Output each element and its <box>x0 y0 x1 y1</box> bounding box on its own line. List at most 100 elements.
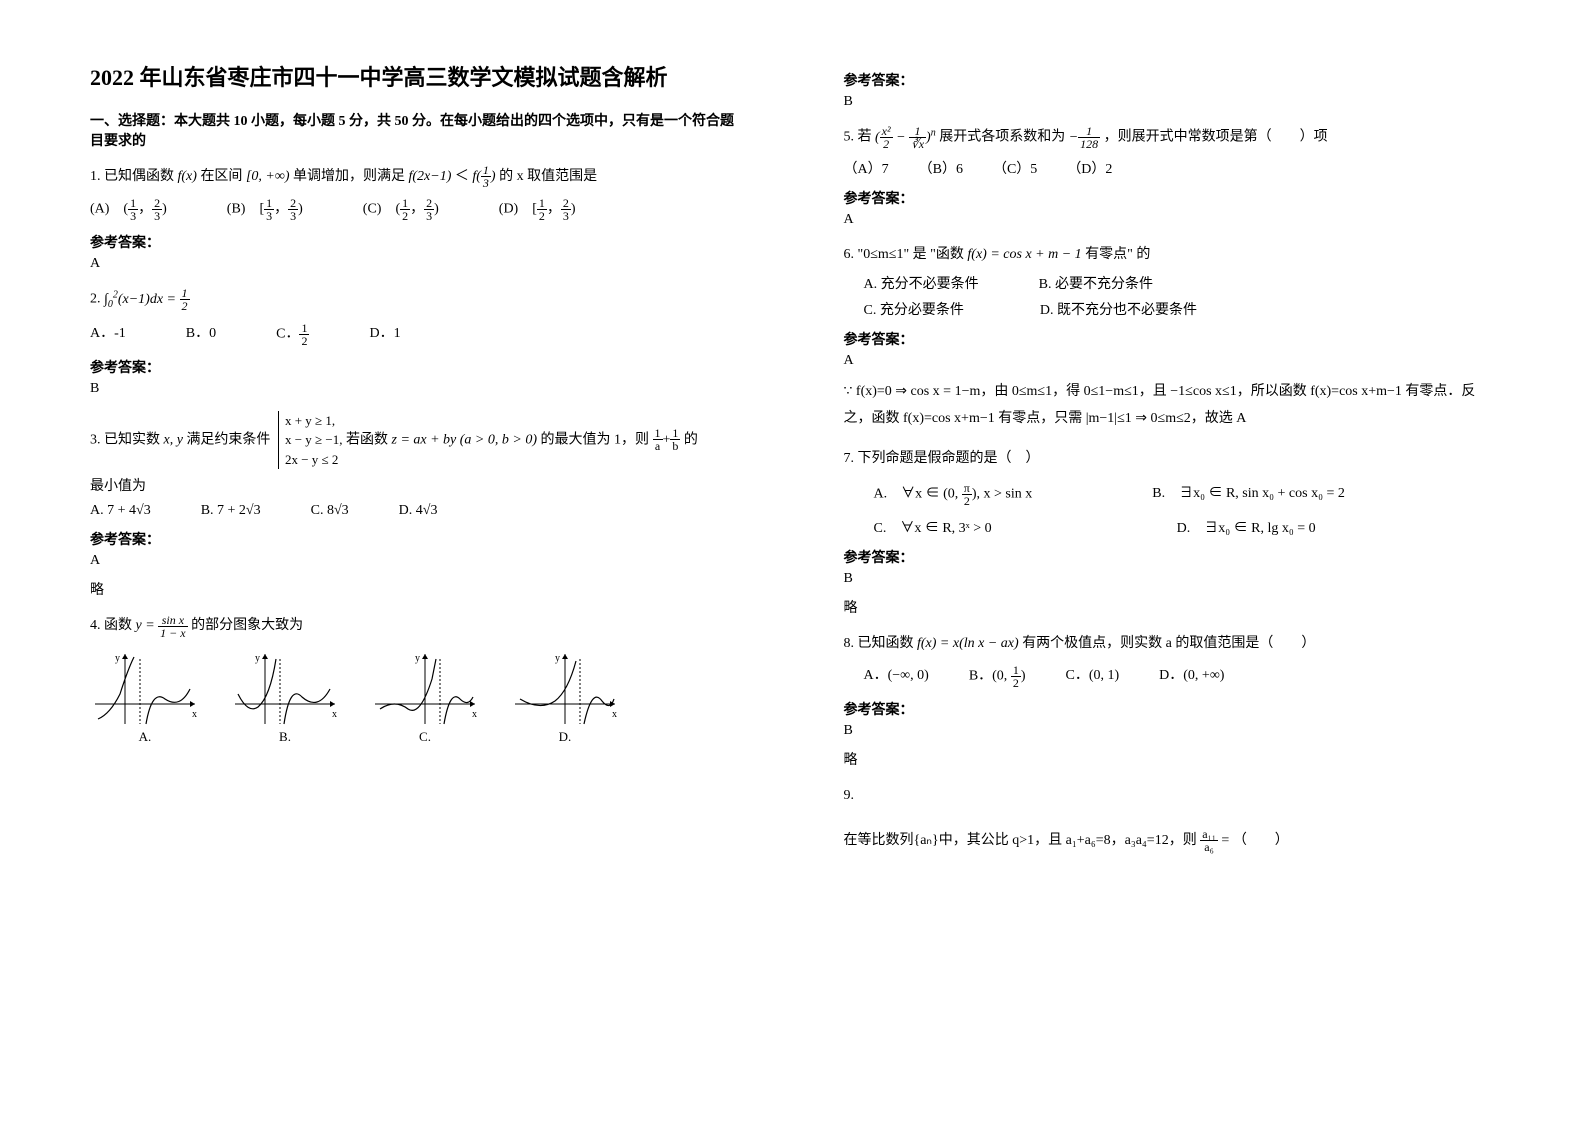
q3-optB: B. 7 + 2√3 <box>201 503 261 519</box>
q2-optA: A．-1 <box>90 322 126 347</box>
q3-options: A. 7 + 4√3 B. 7 + 2√3 C. 8√3 D. 4√3 <box>90 503 744 519</box>
svg-text:x: x <box>612 709 617 720</box>
q3-mid: 满足约束条件 <box>186 432 270 447</box>
q3-xy: x, y <box>164 432 183 447</box>
q5-post: ，则展开式中常数项是第（ ）项 <box>1104 130 1328 145</box>
q3-line2: 最小值为 <box>90 475 744 495</box>
q3-optD: D. 4√3 <box>399 503 438 519</box>
q6-optD: D. 既不充分也不必要条件 <box>1040 299 1197 319</box>
q3-optC: C. 8√3 <box>311 503 349 519</box>
svg-text:x: x <box>192 709 197 720</box>
q3-zfunc: z = ax + by (a > 0, b > 0) <box>392 432 538 447</box>
question-8: 8. 已知函数 f(x) = x(ln x − ax) 有两个极值点，则实数 a… <box>844 631 1498 656</box>
q3-ans: A <box>90 553 744 569</box>
q6-optA: A. 充分不必要条件 <box>864 273 979 293</box>
q7-note: 略 <box>844 597 1498 617</box>
q8-post: 有两个极值点，则实数 a 的取值范围是（ ） <box>1022 636 1315 651</box>
q3-optA: A. 7 + 4√3 <box>90 503 151 519</box>
q2-ans: B <box>90 381 744 397</box>
q2-text: 2. <box>90 292 101 307</box>
q8-ans-label: 参考答案： <box>844 699 1498 719</box>
q4-ans-label: 参考答案： <box>844 70 1498 90</box>
q1-interval: [0, +∞) <box>246 169 290 184</box>
q3-ans-label: 参考答案： <box>90 529 744 549</box>
q3-pre: 3. 已知实数 <box>90 432 160 447</box>
question-2: 2. ∫02(x−1)dx = 12 <box>90 286 744 313</box>
q4-pre: 4. 函数 <box>90 618 132 633</box>
q2-optC: C．12 <box>276 322 309 347</box>
q6-expl: ∵ f(x)=0 ⇒ cos x = 1−m，由 0≤m≤1，得 0≤1−m≤1… <box>844 379 1498 432</box>
q1-end: 的 x 取值范围是 <box>499 169 597 184</box>
q5-ans-label: 参考答案： <box>844 188 1498 208</box>
q3-c3: 2x − y ≤ 2 <box>285 450 343 470</box>
q5-optC: （C）5 <box>993 158 1037 178</box>
q7-optD: D. ∃x₀ ∈ R, lg x₀ = 0 <box>1177 517 1316 537</box>
q5-ans: A <box>844 212 1498 228</box>
q1-optB: (B) [13，23) <box>227 197 303 222</box>
q9-body-pre: 在等比数列{aₙ}中，其公比 q>1，且 a₁+a₆=8，a₃a₄=12，则 <box>844 833 1197 848</box>
q2-options: A．-1 B．0 C．12 D．1 <box>90 322 744 347</box>
q6-pre: 6. "0≤m≤1" 是 "函数 <box>844 247 964 262</box>
q6-optC: C. 充分必要条件 <box>864 299 964 319</box>
q4-post: 的部分图象大致为 <box>191 618 303 633</box>
q4-graph-d: x y D. <box>510 649 620 745</box>
q1-ans-label: 参考答案： <box>90 232 744 252</box>
q5-optA: （A）7 <box>844 158 889 178</box>
q3-frac1: 1a <box>653 427 663 452</box>
q1-f13: f(13) <box>472 169 495 184</box>
q1-text: 1. 已知偶函数 <box>90 169 174 184</box>
q4-label-d: D. <box>510 729 620 745</box>
q2-ans-label: 参考答案： <box>90 357 744 377</box>
svg-text:y: y <box>115 653 120 664</box>
question-3: 3. 已知实数 x, y 满足约束条件 x + y ≥ 1, x − y ≥ −… <box>90 411 744 470</box>
q1-fx: f(x) <box>178 169 197 184</box>
q6-func: f(x) = cos x + m − 1 <box>967 247 1081 262</box>
q4-func: y = sin x1 − x <box>136 618 188 633</box>
q5-optB: （B）6 <box>919 158 963 178</box>
q5-optD: （D）2 <box>1067 158 1112 178</box>
q3-end: 的 <box>684 432 698 447</box>
q1-mid2: 单调增加，则满足 <box>293 169 405 184</box>
q9-body-post: （ ） <box>1233 833 1289 848</box>
q2-optB: B．0 <box>186 322 216 347</box>
q3-note: 略 <box>90 579 744 599</box>
question-9: 9. <box>844 783 1498 808</box>
q4-ans: B <box>844 94 1498 110</box>
q7-ans-label: 参考答案： <box>844 547 1498 567</box>
question-5: 5. 若 (x²2 − 1∛x)n 展开式各项系数和为 −1128 ，则展开式中… <box>844 124 1498 150</box>
q8-optC: C．(0, 1) <box>1065 664 1119 689</box>
q5-options: （A）7 （B）6 （C）5 （D）2 <box>844 158 1498 178</box>
q4-graph-b: x y B. <box>230 649 340 745</box>
q4-graphs: x y A. x y B. <box>90 649 744 745</box>
q1-ans: A <box>90 256 744 272</box>
graph-c-svg: x y <box>370 649 480 729</box>
q7-options: A. ∀x ∈ (0, π2), x > sin x B. ∃x₀ ∈ R, s… <box>874 482 1498 537</box>
q1-mid1: 在区间 <box>200 169 242 184</box>
q1-f2x: f(2x−1) <box>408 169 451 184</box>
q9-frac: a₁₁a₆ <box>1200 828 1218 853</box>
question-6: 6. "0≤m≤1" 是 "函数 f(x) = cos x + m − 1 有零… <box>844 242 1498 267</box>
q8-pre: 8. 已知函数 <box>844 636 914 651</box>
q7-optA: A. ∀x ∈ (0, π2), x > sin x <box>874 482 1033 507</box>
graph-d-svg: x y <box>510 649 620 729</box>
q1-optC: (C) (12，23) <box>363 197 439 222</box>
q3-c1: x + y ≥ 1, <box>285 411 343 431</box>
q6-options: A. 充分不必要条件 B. 必要不充分条件 C. 充分必要条件 D. 既不充分也… <box>864 273 1498 319</box>
q8-func: f(x) = x(ln x − ax) <box>917 636 1019 651</box>
q3-post1: 若函数 <box>346 432 388 447</box>
q7-optB: B. ∃x₀ ∈ R, sin x₀ + cos x₀ = 2 <box>1152 482 1345 507</box>
q1-options: (A) (13，23) (B) [13，23) (C) (12，23) (D) … <box>90 197 744 222</box>
question-7: 7. 下列命题是假命题的是（ ） <box>844 446 1498 471</box>
q3-constraints: x + y ≥ 1, x − y ≥ −1, 2x − y ≤ 2 <box>278 411 343 470</box>
question-4: 4. 函数 y = sin x1 − x 的部分图象大致为 <box>90 613 744 638</box>
q4-label-b: B. <box>230 729 340 745</box>
q1-optD: (D) [12，23) <box>499 197 576 222</box>
q8-options: A．(−∞, 0) B．(0, 12) C．(0, 1) D．(0, +∞) <box>864 664 1498 689</box>
section-1-head: 一、选择题：本大题共 10 小题，每小题 5 分，共 50 分。在每小题给出的四… <box>90 110 744 150</box>
question-1: 1. 已知偶函数 f(x) 在区间 [0, +∞) 单调增加，则满足 f(2x−… <box>90 164 744 189</box>
svg-text:x: x <box>472 709 477 720</box>
q8-note: 略 <box>844 749 1498 769</box>
graph-a-svg: x y <box>90 649 200 729</box>
q5-pre: 5. 若 <box>844 130 872 145</box>
q8-ans: B <box>844 723 1498 739</box>
